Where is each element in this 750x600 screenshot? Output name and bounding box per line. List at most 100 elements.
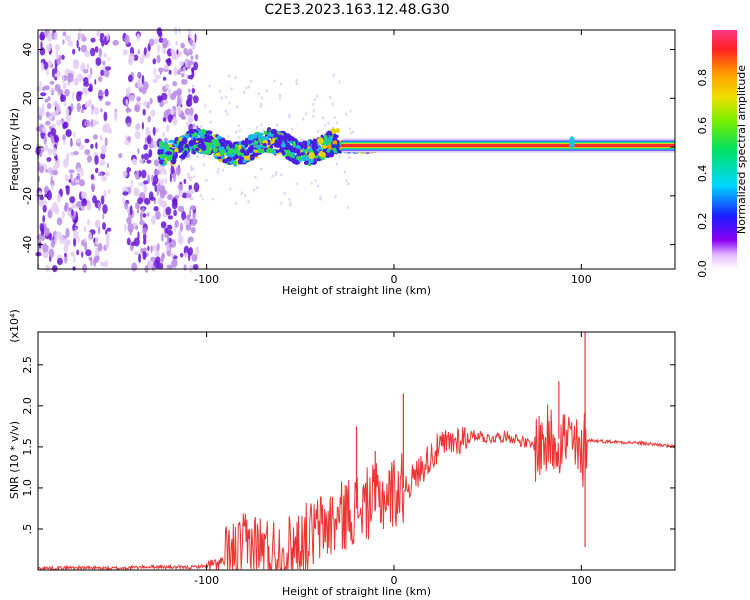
heatmap-cell	[98, 90, 104, 97]
heatmap-cell	[161, 233, 164, 242]
heatmap-cell	[65, 129, 72, 138]
heatmap-cell	[166, 124, 170, 133]
heatmap-cell	[63, 101, 67, 107]
heatmap-cell	[173, 172, 176, 183]
heatmap-cell	[141, 121, 144, 130]
snr-plot-frame	[37, 331, 676, 571]
heatmap-cell	[112, 39, 119, 46]
heatmap-cell	[271, 174, 274, 178]
heatmap-cell	[162, 131, 165, 138]
heatmap-cell	[338, 80, 341, 84]
heatmap-cell	[347, 182, 350, 186]
heatmap-cell	[126, 167, 131, 173]
heatmap-cell	[332, 73, 335, 77]
heatmap-cell	[338, 155, 341, 159]
heatmap-cell	[185, 98, 193, 107]
heatmap-cell	[142, 81, 149, 91]
y-tick-label: .5	[21, 524, 34, 535]
heatmap-cell	[228, 74, 231, 78]
heatmap-cell	[192, 95, 199, 104]
heatmap-cell	[332, 147, 337, 152]
y-tick-label: 1.5	[21, 438, 34, 456]
heatmap-cell	[103, 52, 107, 58]
heatmap-cell	[188, 28, 192, 39]
heatmap-cell	[148, 38, 155, 46]
heatmap-cell	[211, 143, 215, 150]
colorbar-tick-label: 0.8	[696, 69, 709, 87]
heatmap-cell	[128, 74, 133, 83]
heatmap-cell	[221, 155, 224, 160]
heatmap-cell	[73, 62, 79, 70]
heatmap-cell	[259, 167, 263, 171]
heatmap-cell	[44, 98, 49, 103]
heatmap-cell	[343, 170, 346, 174]
heatmap-cell	[54, 136, 60, 143]
heatmap-cell	[50, 88, 56, 94]
heatmap-cell	[167, 215, 174, 220]
heatmap-cell	[146, 51, 150, 59]
heatmap-cell	[257, 92, 260, 96]
heatmap-cell	[97, 201, 101, 212]
heatmap-cell	[312, 102, 315, 106]
heatmap-cell	[47, 147, 53, 156]
heatmap-cell	[177, 205, 185, 213]
heatmap-cell	[102, 261, 107, 268]
heatmap-cell	[162, 117, 167, 122]
heatmap-cell	[152, 244, 158, 252]
heatmap-cell	[277, 134, 284, 142]
heatmap-cell	[257, 135, 264, 140]
colorbar-tick-label: 0.6	[696, 117, 709, 135]
heatmap-cell	[107, 188, 111, 194]
heatmap-cell	[102, 125, 107, 133]
heatmap-cell	[142, 250, 147, 260]
heatmap-cell	[122, 191, 129, 196]
heatmap-cell	[65, 227, 70, 238]
heatmap-cell	[257, 147, 262, 154]
heatmap-cell	[175, 40, 179, 46]
heatmap-cell	[311, 144, 319, 150]
heatmap-cell	[90, 174, 95, 180]
heatmap-cell	[176, 105, 182, 115]
heatmap-cell	[144, 197, 151, 205]
heatmap-cell	[194, 33, 197, 43]
heatmap-cell	[89, 156, 92, 161]
heatmap-cell	[53, 31, 58, 41]
heatmap-cell	[346, 205, 349, 209]
heatmap-cell	[310, 181, 313, 185]
heatmap-cell	[176, 91, 182, 96]
heatmap-cell	[235, 130, 238, 134]
heatmap-cell	[71, 209, 74, 217]
heatmap-cell	[208, 84, 211, 88]
heatmap-cell	[67, 40, 73, 47]
heatmap-cell	[172, 49, 176, 56]
heatmap-cell	[186, 52, 190, 57]
heatmap-cell	[86, 201, 92, 211]
heatmap-cell	[88, 99, 92, 108]
heatmap-cell	[45, 120, 51, 126]
heatmap-cell	[69, 196, 76, 204]
heatmap-cell	[296, 181, 299, 186]
heatmap-cell	[324, 123, 327, 127]
heatmap-cell	[127, 222, 134, 233]
heatmap-cell	[137, 76, 140, 84]
heatmap-cell	[48, 115, 53, 121]
colorbar-tick-label: 0.0	[696, 260, 709, 278]
heatmap-cell	[90, 67, 93, 76]
heatmap-cell	[43, 61, 49, 70]
heatmap-cell	[192, 212, 196, 219]
heatmap-cell	[139, 56, 144, 65]
heatmap-cell	[234, 154, 239, 160]
heatmap-cell	[181, 192, 188, 199]
heatmap-cell	[193, 175, 196, 179]
x-tick-label: -100	[194, 574, 219, 587]
heatmap-cell	[183, 178, 187, 184]
heatmap-cell	[148, 191, 154, 200]
heatmap-cell	[150, 256, 157, 262]
heatmap-cell	[45, 264, 50, 272]
heatmap-cell	[191, 196, 194, 200]
heatmap-cell	[84, 119, 91, 128]
heatmap-cell	[235, 105, 239, 109]
heatmap-cell	[42, 86, 46, 92]
heatmap-cell	[147, 212, 150, 217]
heatmap-cell	[73, 79, 79, 84]
